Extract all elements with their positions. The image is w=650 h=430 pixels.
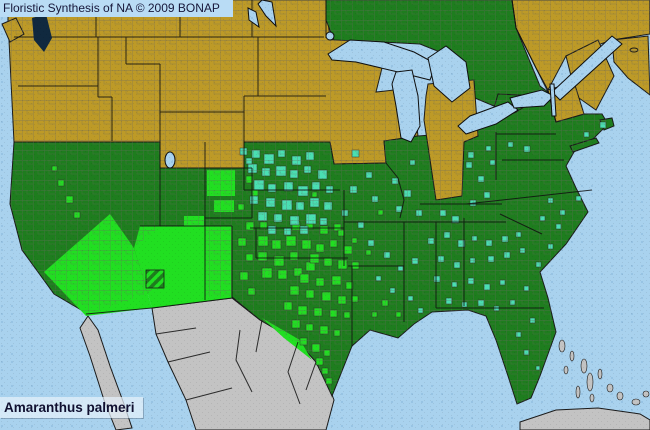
- map-title-bar: Floristic Synthesis of NA © 2009 BONAP: [0, 0, 233, 17]
- species-name: Amaranthus palmeri: [4, 400, 135, 415]
- species-label: Amaranthus palmeri: [0, 397, 143, 418]
- map-title: Floristic Synthesis of NA © 2009 BONAP: [3, 1, 220, 15]
